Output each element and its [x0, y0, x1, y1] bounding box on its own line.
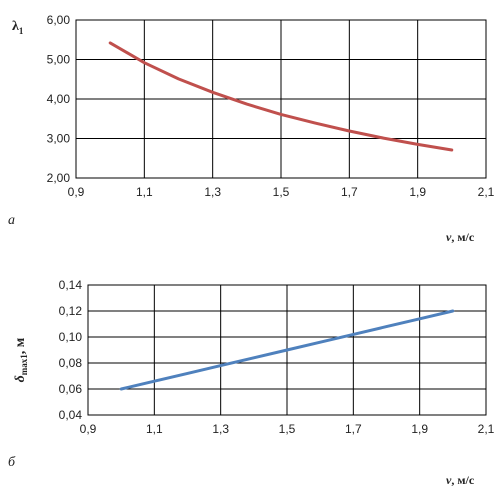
chart-b-x-tick-label: 1,3 — [212, 422, 229, 436]
chart-a-grid — [75, 19, 487, 179]
chart-a-x-tick-label: 2,1 — [478, 185, 495, 199]
chart-a-xlabel-unit: , м/с — [451, 230, 475, 244]
chart-a-ylabel: λ1 — [12, 19, 24, 36]
chart-b-y-tick-label: 0,12 — [59, 304, 83, 318]
chart-b-series-line — [119, 309, 455, 391]
chart-a-series-line — [108, 41, 454, 152]
chart-a-plot-frame — [75, 19, 487, 179]
chart-a-series — [108, 41, 454, 152]
chart-b-x-tick-label: 2,1 — [478, 422, 495, 436]
chart-b-ylabel-unit: , м — [13, 337, 28, 354]
chart-b-grid — [87, 284, 487, 416]
chart-a-y-tick-label: 4,00 — [47, 92, 71, 106]
chart-a-xlabel-var: v — [446, 230, 452, 244]
chart-b-y-tick-label: 0,06 — [59, 382, 83, 396]
chart-b-ylabel-main: δ — [13, 375, 28, 382]
chart-b-xlabel-unit: , м/с — [451, 473, 475, 487]
chart-b-ylabel: δmax1, м — [13, 337, 29, 382]
chart-b-y-tick-label: 0,10 — [59, 330, 83, 344]
chart-b-ylabel-sub: max1 — [19, 354, 29, 375]
chart-a-panel-label: а — [8, 213, 15, 228]
chart-b: 0,9 1,1 1,3 1,5 1,7 1,9 2,1 0,04 0,06 0,08 0,10 0,1… — [8, 278, 495, 487]
chart-a-ticks: 0,9 1,1 1,3 1,5 1,7 1,9 2,1 2,00 3,00 4,00 5,00 6,0… — [47, 13, 495, 199]
chart-b-x-tick-label: 1,7 — [345, 422, 362, 436]
chart-a: 0,9 1,1 1,3 1,5 1,7 1,9 2,1 2,00 3,00 4,00 5,00 6,0… — [8, 13, 495, 244]
chart-b-xlabel: v, м/с — [446, 473, 475, 487]
chart-a-y-tick-label: 3,00 — [47, 132, 71, 146]
chart-b-y-tick-label: 0,14 — [59, 278, 83, 292]
chart-a-ylabel-main: λ — [12, 19, 19, 34]
chart-b-plot-frame — [87, 284, 487, 416]
chart-a-xlabel: v, м/с — [446, 230, 475, 244]
chart-a-x-tick-label: 0,9 — [68, 185, 85, 199]
chart-a-x-tick-label: 1,5 — [273, 185, 290, 199]
chart-b-x-tick-label: 1,1 — [146, 422, 163, 436]
chart-a-y-tick-label: 5,00 — [47, 53, 71, 67]
chart-b-xlabel-var: v — [446, 473, 452, 487]
chart-a-x-tick-label: 1,9 — [409, 185, 426, 199]
chart-a-x-tick-label: 1,7 — [341, 185, 358, 199]
chart-b-x-tick-label: 0,9 — [80, 422, 97, 436]
chart-b-y-tick-label: 0,04 — [59, 408, 83, 422]
chart-b-x-tick-label: 1,5 — [279, 422, 296, 436]
chart-a-x-tick-label: 1,1 — [136, 185, 153, 199]
chart-b-x-tick-label: 1,9 — [411, 422, 428, 436]
chart-a-y-tick-label: 2,00 — [47, 171, 71, 185]
chart-b-y-tick-label: 0,08 — [59, 356, 83, 370]
chart-a-y-tick-label: 6,00 — [47, 13, 71, 27]
chart-b-ticks: 0,9 1,1 1,3 1,5 1,7 1,9 2,1 0,04 0,06 0,08 0,10 0,1… — [59, 278, 495, 436]
chart-b-panel-label: б — [8, 455, 16, 470]
chart-a-x-tick-label: 1,3 — [204, 185, 221, 199]
chart-a-ylabel-sub: 1 — [19, 26, 24, 36]
chart-b-series — [119, 309, 455, 391]
